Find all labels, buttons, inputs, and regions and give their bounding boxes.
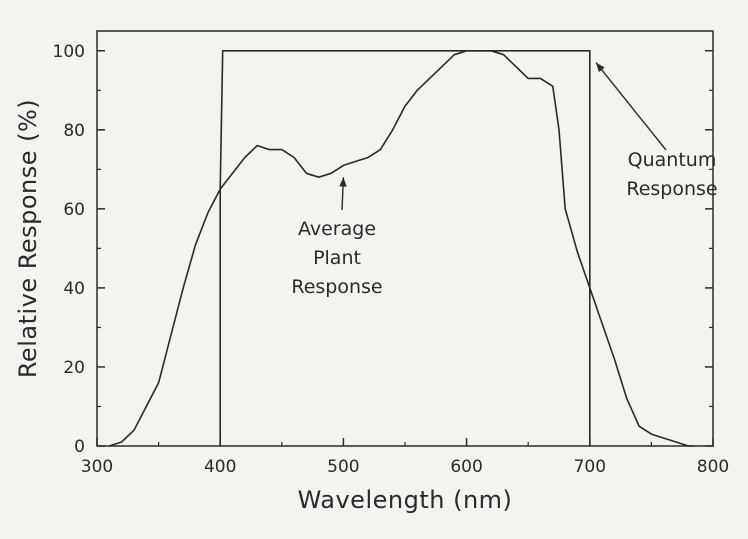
x-tick-label: 700 bbox=[574, 457, 606, 477]
annotation-arrowhead bbox=[339, 177, 347, 187]
quantum-response-curve bbox=[219, 50, 591, 446]
annotation-layer: Average Plant Response Quantum Response bbox=[291, 62, 718, 298]
y-tick-label: 60 bbox=[63, 200, 85, 220]
y-tick-label: 80 bbox=[63, 121, 85, 141]
annotation-arrowhead bbox=[595, 62, 605, 73]
annotation-arrow bbox=[595, 62, 667, 151]
y-tick-label: 0 bbox=[74, 437, 85, 457]
annotation-text: Response bbox=[291, 276, 382, 298]
annotation-text: Response bbox=[626, 178, 717, 200]
x-axis-ticks: 300 400 500 600 700 800 bbox=[81, 438, 729, 477]
annotation-text: Plant bbox=[313, 247, 361, 269]
annotation-text: Quantum bbox=[628, 149, 717, 171]
x-tick-label: 300 bbox=[81, 457, 113, 477]
x-tick-label: 600 bbox=[450, 457, 482, 477]
plant-response-curve bbox=[109, 50, 695, 447]
y-axis-ticks: 0 20 40 60 80 100 bbox=[53, 42, 713, 457]
y-tick-label: 40 bbox=[63, 279, 85, 299]
y-axis-title: Relative Response (%) bbox=[14, 99, 42, 378]
y-tick-label: 100 bbox=[53, 42, 85, 62]
x-tick-label: 400 bbox=[204, 457, 236, 477]
annotation-text: Average bbox=[298, 218, 376, 240]
series-layer bbox=[109, 50, 695, 447]
x-tick-label: 800 bbox=[697, 457, 729, 477]
x-tick-label: 500 bbox=[327, 457, 359, 477]
x-axis-title: Wavelength (nm) bbox=[298, 486, 513, 514]
y-tick-label: 20 bbox=[63, 358, 85, 378]
